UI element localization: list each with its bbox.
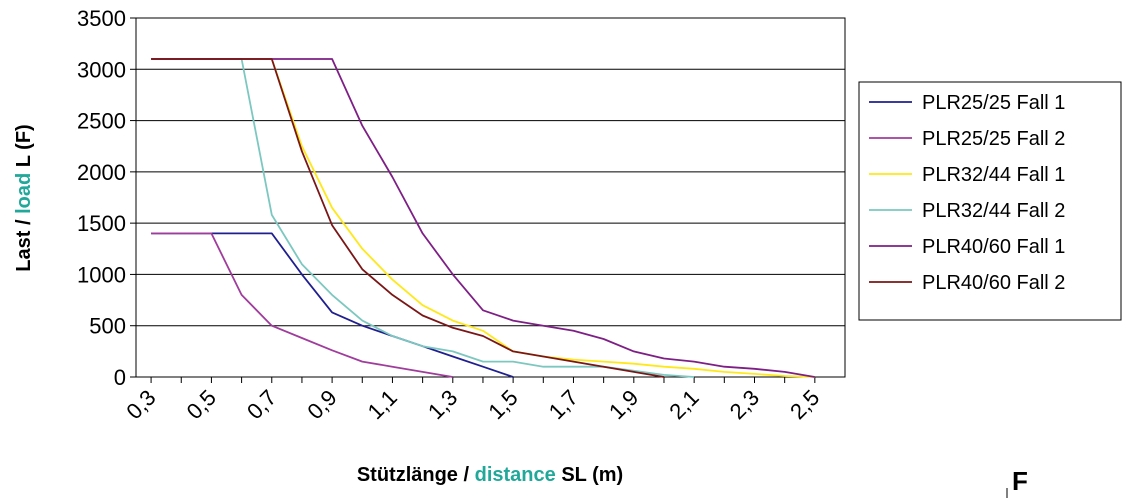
- grid-lines: [136, 17, 845, 378]
- series-lines: [151, 58, 815, 378]
- legend-label: PLR40/60 Fall 1: [922, 236, 1065, 258]
- y-tick-label: 1500: [77, 211, 126, 236]
- x-tick-label: 0,9: [302, 385, 341, 424]
- y-axis-title: Last / load L (F): [13, 124, 35, 271]
- legend: PLR25/25 Fall 1 PLR25/25 Fall 2 PLR32/44 F…: [858, 81, 1122, 321]
- legend-label: PLR32/44 Fall 2: [922, 200, 1065, 222]
- x-tick-label: 0,7: [242, 385, 281, 424]
- x-tick-label: 1,9: [604, 385, 643, 424]
- y-tick-label: 0: [114, 365, 126, 390]
- legend-label: PLR40/60 Fall 2: [922, 272, 1065, 294]
- x-tick-label: 0,5: [182, 385, 221, 424]
- x-axis-title: Stützlänge / distance SL (m): [357, 464, 623, 486]
- x-tick-label: 2,5: [785, 385, 824, 424]
- x-tick-label: 1,3: [423, 385, 462, 424]
- y-tick-labels: 0 500 1000 1500 2000 2500 3000 3500: [77, 6, 126, 390]
- y-tick-label: 3500: [77, 6, 126, 31]
- series-line: [151, 232, 514, 378]
- x-tick-label: 1,5: [483, 385, 522, 424]
- legend-box: [858, 81, 1122, 321]
- series-line: [151, 58, 665, 378]
- x-tick-labels: 0,3 0,5 0,7 0,9 1,1 1,3 1,5 1,7 1,9 2,1 2,3 2,5: [121, 385, 824, 424]
- x-tick-label: 1,1: [363, 385, 402, 424]
- series-line: [151, 58, 695, 378]
- x-tick-label: 1,7: [544, 385, 583, 424]
- legend-label: PLR25/25 Fall 1: [922, 92, 1065, 114]
- y-tick-label: 2500: [77, 109, 126, 134]
- x-tick-label: 0,3: [121, 385, 160, 424]
- legend-label: PLR32/44 Fall 1: [922, 164, 1065, 186]
- legend-label: PLR25/25 Fall 2: [922, 128, 1065, 150]
- y-tick-label: 1000: [77, 262, 126, 287]
- corner-label: F: [1012, 466, 1028, 496]
- x-tick-label: 2,1: [664, 385, 703, 424]
- series-line: [151, 232, 453, 378]
- y-tick-label: 3000: [77, 57, 126, 82]
- y-tick-label: 2000: [77, 160, 126, 185]
- y-tick-label: 500: [89, 314, 126, 339]
- x-tick-label: 2,3: [725, 385, 764, 424]
- plot-area-frame: [135, 17, 846, 378]
- axes: [130, 17, 846, 383]
